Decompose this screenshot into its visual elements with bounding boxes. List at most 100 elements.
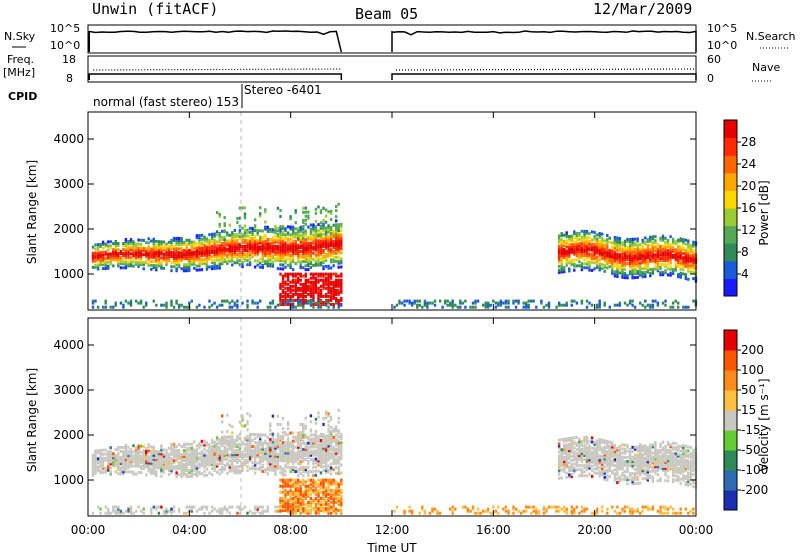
power-cell [416, 305, 419, 309]
power-cell [180, 257, 183, 261]
power-cell [231, 231, 234, 235]
power-cell [304, 252, 307, 255]
velocity-cell [236, 438, 239, 442]
power-cell [502, 301, 505, 305]
power-cell [332, 258, 335, 262]
power-cell [322, 272, 325, 276]
power-cell [540, 301, 543, 305]
power-cell [307, 258, 310, 261]
velocity-cell [226, 449, 229, 453]
velocity-cell [291, 466, 295, 469]
velocity-cell [314, 417, 318, 421]
power-cell [322, 261, 325, 265]
velocity-cell [152, 505, 155, 509]
velocity-cell [340, 511, 343, 515]
power-cell [661, 254, 665, 258]
power-cell [299, 233, 302, 237]
velocity-cell [137, 444, 140, 448]
power-cell [644, 250, 647, 254]
velocity-cell [241, 469, 244, 473]
velocity-cell [286, 433, 290, 437]
power-cell [299, 235, 302, 239]
power-cell [641, 246, 644, 250]
power-cell [203, 251, 206, 255]
power-cell [302, 305, 305, 309]
power-cell [124, 254, 128, 258]
power-cell [464, 305, 467, 309]
velocity-cell [535, 511, 538, 515]
power-cell [692, 242, 695, 246]
power-cell [236, 216, 239, 220]
power-cell [337, 247, 340, 251]
power-cell [297, 294, 300, 298]
power-cell [590, 256, 594, 260]
power-cell [595, 233, 599, 237]
power-cell [598, 299, 601, 303]
power-cell [236, 241, 239, 244]
velocity-cell [335, 429, 338, 433]
power-cell [618, 301, 622, 305]
velocity-cell [327, 502, 330, 506]
power-cell [641, 261, 644, 265]
velocity-cell [560, 448, 563, 452]
power-cell [651, 259, 655, 263]
velocity-cell [117, 458, 120, 462]
power-cell [228, 239, 231, 243]
velocity-cell [580, 472, 584, 476]
velocity-cell [246, 428, 249, 432]
velocity-cell [271, 438, 275, 442]
velocity-cell [304, 492, 307, 496]
power-cell [294, 286, 297, 290]
power-cell [127, 252, 130, 256]
power-cell [585, 252, 589, 256]
velocity-cell [134, 460, 138, 464]
velocity-cell [124, 470, 128, 474]
velocity-cell [259, 467, 262, 471]
velocity-cell [137, 460, 140, 464]
power-cell [613, 252, 617, 256]
power-cell [314, 261, 318, 265]
velocity-cell [261, 455, 264, 459]
velocity-cell [215, 464, 219, 468]
power-cell [332, 280, 335, 284]
power-cell [241, 257, 244, 261]
power-cell [114, 250, 117, 254]
power-cell [636, 257, 639, 261]
velocity-cell [185, 465, 188, 469]
power-cell [281, 282, 285, 286]
power-cell [129, 299, 133, 303]
velocity-cell [309, 505, 313, 509]
power-cell [165, 252, 168, 256]
power-cell [185, 257, 188, 261]
power-cell [398, 299, 401, 303]
velocity-cell [231, 445, 234, 449]
power-cell [337, 261, 340, 265]
velocity-cell [266, 468, 269, 472]
power-cell [294, 262, 297, 266]
power-cell [243, 240, 247, 244]
power-cell [243, 224, 247, 228]
velocity-cell [218, 440, 221, 444]
power-cell [246, 234, 249, 238]
power-cell [314, 259, 318, 263]
velocity-cell [236, 457, 239, 461]
power-cell [611, 257, 614, 261]
velocity-cell [147, 467, 150, 471]
velocity-cell [304, 424, 307, 428]
velocity-cell [565, 471, 568, 475]
velocity-cell [535, 509, 538, 513]
velocity-cell [218, 446, 221, 450]
power-cell [299, 292, 302, 296]
velocity-cell [291, 502, 295, 506]
velocity-cell [279, 484, 282, 488]
power-cell [588, 242, 591, 246]
power-cell [646, 270, 649, 274]
power-cell [127, 244, 130, 248]
power-cell [104, 258, 107, 262]
velocity-cell [200, 456, 204, 459]
power-cell [190, 252, 193, 256]
power-cell [185, 305, 188, 309]
power-cell [264, 220, 267, 224]
power-cell [291, 278, 295, 282]
velocity-cell [335, 482, 338, 486]
